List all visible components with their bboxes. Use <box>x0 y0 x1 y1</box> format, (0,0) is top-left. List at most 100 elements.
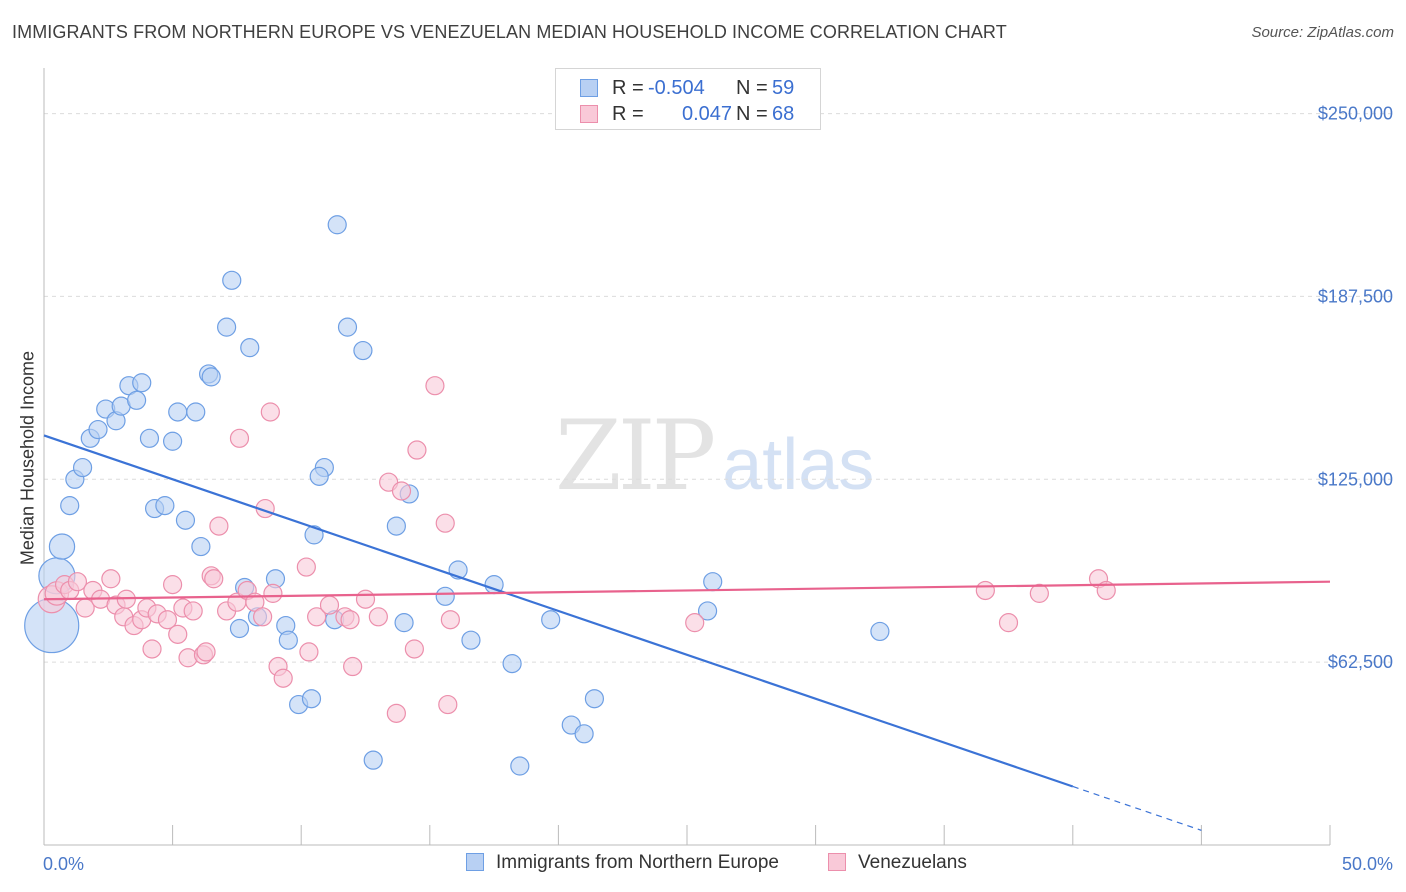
data-point <box>67 572 88 592</box>
data-point <box>222 270 242 290</box>
data-point <box>353 340 373 361</box>
legend-swatch-pink <box>580 105 598 123</box>
y-tick-labels: $62,500 $125,000 $187,500 $250,000 <box>1318 104 1393 673</box>
watermark-zip: ZIP <box>555 400 716 512</box>
data-point <box>201 367 221 387</box>
data-point <box>319 595 340 615</box>
data-point <box>196 642 216 662</box>
y-tick-label: $187,500 <box>1318 286 1393 306</box>
y-tick-label: $250,000 <box>1318 104 1393 124</box>
chart-source: Source: ZipAtlas.com <box>1251 24 1394 41</box>
bottom-legend-swatch-pink <box>828 853 846 871</box>
data-point <box>407 440 427 460</box>
data-point <box>541 610 561 630</box>
data-point <box>132 373 152 393</box>
legend-n-value: 59 <box>772 77 795 99</box>
data-point <box>363 750 383 770</box>
data-point <box>425 376 445 396</box>
data-point <box>404 639 424 659</box>
y-tick-label: $125,000 <box>1318 469 1393 489</box>
data-point <box>48 533 76 560</box>
data-point <box>253 607 273 627</box>
trend-line-northern-europe <box>43 434 1074 788</box>
data-point <box>175 510 196 530</box>
bottom-legend-label: Immigrants from Northern Europe <box>496 852 779 873</box>
correlation-legend: R = -0.504 N = 59 R = 0.047 N = 68 <box>555 68 821 130</box>
data-point <box>703 572 723 592</box>
data-point <box>438 694 458 715</box>
data-point <box>229 428 250 448</box>
data-point <box>240 338 260 358</box>
data-point <box>440 610 460 630</box>
legend-r-label: R = <box>612 103 644 125</box>
data-point <box>327 215 347 235</box>
chart-title: IMMIGRANTS FROM NORTHERN EUROPE VS VENEZ… <box>12 22 1007 42</box>
data-point <box>394 613 414 633</box>
data-point <box>163 431 183 451</box>
trend-line-venezuelans <box>43 580 1331 601</box>
data-point <box>435 513 455 533</box>
data-point <box>186 402 206 422</box>
data-point <box>209 516 229 536</box>
data-point <box>260 402 280 422</box>
data-point <box>386 703 406 723</box>
data-point <box>263 583 283 603</box>
data-point <box>343 656 363 677</box>
data-point <box>301 689 322 709</box>
data-point <box>309 466 329 486</box>
bottom-legend-label: Venezuelans <box>858 852 967 873</box>
data-point <box>975 580 995 601</box>
data-point <box>998 613 1019 633</box>
legend-swatch-blue <box>580 79 598 97</box>
data-point <box>229 618 250 639</box>
data-point <box>391 481 412 501</box>
y-tick-label: $62,500 <box>1328 652 1393 672</box>
data-point <box>368 607 388 627</box>
data-point <box>386 516 406 536</box>
data-point <box>435 586 455 606</box>
data-point <box>299 642 319 662</box>
data-point <box>296 557 316 577</box>
legend-n-value: 68 <box>772 103 795 125</box>
data-point <box>1029 583 1049 603</box>
data-point <box>273 668 293 688</box>
data-point <box>278 630 298 650</box>
data-point <box>155 496 175 516</box>
data-point <box>157 610 178 630</box>
bottom-legend-venezuelans: Venezuelans <box>828 852 967 874</box>
data-point <box>1096 580 1116 601</box>
data-point <box>168 402 188 422</box>
data-point <box>126 390 147 410</box>
data-point <box>337 317 358 337</box>
data-point <box>697 601 718 621</box>
data-point <box>88 419 108 440</box>
x-tick-min: 0.0% <box>43 854 84 874</box>
watermark-atlas: atlas <box>722 425 875 505</box>
data-point <box>461 630 481 650</box>
data-point <box>139 428 160 448</box>
x-tick-max: 50.0% <box>1342 854 1393 874</box>
legend-r-value: -0.504 <box>648 77 705 99</box>
data-point <box>217 317 237 337</box>
data-point <box>340 610 360 630</box>
legend-r-label: R = <box>612 77 644 99</box>
bottom-legend-northern-europe: Immigrants from Northern Europe <box>466 852 779 874</box>
data-point <box>101 569 121 589</box>
trend-lines <box>43 434 1331 831</box>
data-point <box>870 621 890 642</box>
data-point <box>72 457 93 478</box>
bottom-legend-swatch-blue <box>466 853 484 871</box>
data-point <box>584 689 605 709</box>
data-point <box>183 601 203 621</box>
zipatlas-watermark: ZIP atlas <box>555 400 874 512</box>
data-point <box>574 724 594 744</box>
series-northern-europe-points <box>24 215 890 776</box>
data-point <box>502 654 522 674</box>
data-point <box>163 575 183 595</box>
data-point <box>304 525 324 545</box>
axes <box>43 68 1331 846</box>
data-point <box>168 624 188 644</box>
data-point <box>191 536 211 557</box>
data-point <box>142 639 162 659</box>
